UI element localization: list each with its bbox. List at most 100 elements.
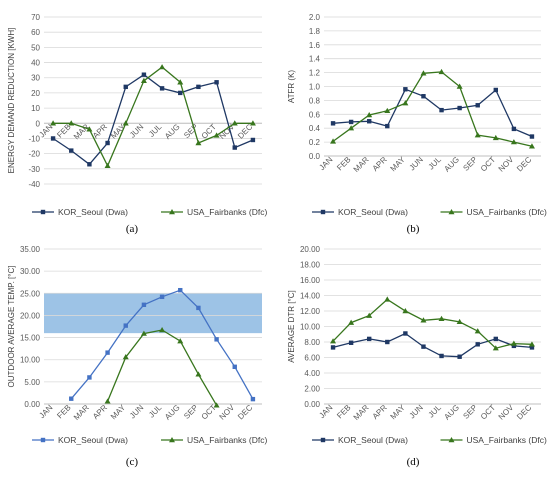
x-tick-label: MAY xyxy=(389,403,408,422)
data-point xyxy=(232,364,237,369)
y-tick-label: 25.00 xyxy=(20,289,41,298)
y-tick-label: 2.00 xyxy=(304,385,320,394)
legend-label: USA_Fairbanks (Dfc) xyxy=(187,207,267,217)
data-point xyxy=(178,287,183,293)
y-tick-label: 1.2 xyxy=(309,69,321,78)
data-point xyxy=(178,90,183,96)
data-point xyxy=(438,315,445,321)
x-tick-label: APR xyxy=(371,403,389,421)
data-point xyxy=(511,126,517,132)
y-axis-title: OUTDOOR AVERAGE TEMP. [°C] xyxy=(7,266,16,388)
data-point xyxy=(105,350,110,355)
x-tick-label: FEB xyxy=(335,155,352,172)
data-point xyxy=(492,345,499,351)
x-tick-label: SEP xyxy=(182,403,200,421)
y-tick-label: 1.4 xyxy=(309,55,321,64)
y-tick-label: 5.00 xyxy=(24,378,40,387)
panel-label: (d) xyxy=(407,456,420,468)
data-point xyxy=(474,132,481,138)
x-tick-label: NOV xyxy=(497,403,516,422)
y-tick-label: 1.8 xyxy=(309,27,321,36)
data-point xyxy=(87,162,92,167)
data-point xyxy=(348,319,355,325)
y-tick-label: 1.6 xyxy=(309,41,321,50)
legend-marker xyxy=(169,437,175,443)
x-tick-label: OCT xyxy=(479,403,497,421)
series-line xyxy=(52,73,254,166)
x-tick-label: DEC xyxy=(515,403,533,421)
y-tick-label: 10.00 xyxy=(300,323,321,332)
data-point xyxy=(123,323,128,328)
data-point xyxy=(367,119,372,124)
data-point xyxy=(87,375,92,380)
data-point xyxy=(86,126,93,132)
y-tick-label: 30.00 xyxy=(20,267,41,276)
data-point xyxy=(403,87,408,92)
data-point xyxy=(214,337,219,342)
legend-label: USA_Fairbanks (Dfc) xyxy=(187,435,267,445)
x-tick-label: AUG xyxy=(442,403,461,422)
data-point xyxy=(104,398,111,404)
y-tick-label: 10.00 xyxy=(20,356,41,365)
y-axis-title: ENERGY DEMAND REDUCTION [KWH] xyxy=(7,28,16,174)
data-point xyxy=(439,107,444,113)
data-point xyxy=(141,72,147,77)
y-tick-label: 4.00 xyxy=(304,369,320,378)
data-point xyxy=(69,396,74,401)
y-tick-label: 20.00 xyxy=(20,311,41,320)
data-point xyxy=(402,308,409,314)
data-point xyxy=(330,345,336,350)
y-tick-label: 0.00 xyxy=(304,400,320,409)
data-point xyxy=(384,296,391,302)
data-point xyxy=(159,294,165,300)
series-line xyxy=(332,71,533,147)
data-point xyxy=(50,136,56,141)
x-tick-label: JUN xyxy=(408,403,426,421)
data-point xyxy=(196,84,201,90)
data-point xyxy=(403,331,408,336)
data-point xyxy=(492,134,499,141)
panel-label: (a) xyxy=(126,223,139,235)
y-tick-label: 20 xyxy=(31,89,40,98)
data-point xyxy=(348,119,354,125)
series-line xyxy=(332,298,533,349)
data-point xyxy=(159,86,165,91)
data-point xyxy=(385,123,390,129)
legend-label: KOR_Seoul (Dwa) xyxy=(338,207,408,217)
data-point xyxy=(420,317,427,323)
y-tick-label: 0.00 xyxy=(24,400,40,409)
x-tick-label: JUL xyxy=(427,403,444,420)
legend-marker xyxy=(448,209,455,215)
data-point xyxy=(366,111,373,118)
series-line xyxy=(106,329,218,406)
x-tick-label: OCT xyxy=(479,155,497,173)
x-tick-label: AUG xyxy=(163,403,182,422)
data-point xyxy=(528,143,535,149)
x-tick-label: MAR xyxy=(352,155,371,174)
data-point xyxy=(456,83,463,89)
y-tick-label: 70 xyxy=(31,13,40,22)
data-point xyxy=(330,338,337,344)
data-point xyxy=(330,121,336,126)
legend-label: USA_Fairbanks (Dfc) xyxy=(467,435,547,445)
series-line xyxy=(332,332,533,358)
x-tick-label: SEP xyxy=(461,403,479,421)
x-tick-label: JUN xyxy=(408,155,426,173)
data-point xyxy=(421,94,426,99)
x-tick-label: OCT xyxy=(200,122,218,140)
data-point xyxy=(122,354,129,360)
x-tick-label: JUN xyxy=(128,403,146,421)
y-tick-label: 50 xyxy=(31,43,40,52)
data-point xyxy=(421,344,426,349)
data-point xyxy=(457,354,462,359)
y-tick-label: -30 xyxy=(28,165,40,174)
series-line xyxy=(332,88,533,138)
data-point xyxy=(141,302,147,307)
x-tick-label: MAY xyxy=(389,155,408,174)
data-point xyxy=(420,70,427,76)
x-tick-label: FEB xyxy=(55,403,72,420)
data-point xyxy=(195,371,202,377)
x-tick-label: APR xyxy=(371,155,389,173)
y-tick-label: 0.2 xyxy=(309,138,321,147)
y-tick-label: 30 xyxy=(31,74,40,83)
